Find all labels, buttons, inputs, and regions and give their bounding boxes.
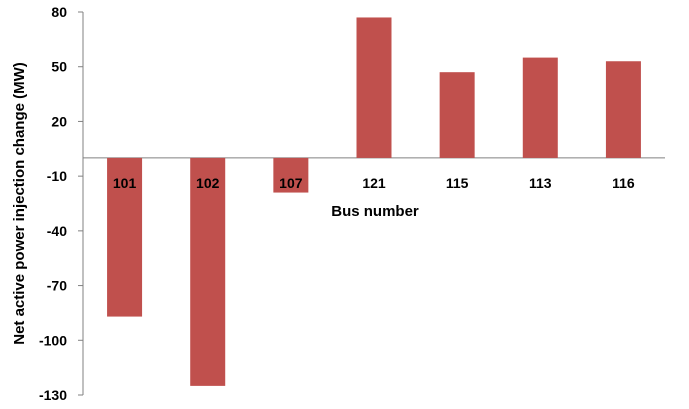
y-ticks-group: 80 50 20 -10 -40 -70 -100 -130 bbox=[39, 4, 83, 403]
bar-115 bbox=[440, 72, 475, 158]
bar-113 bbox=[523, 58, 558, 158]
category-label-101: 101 bbox=[113, 175, 137, 191]
bar-116 bbox=[606, 61, 641, 158]
category-label-121: 121 bbox=[362, 175, 386, 191]
y-axis-title: Net active power injection change (MW) bbox=[11, 62, 28, 345]
bar-121 bbox=[357, 17, 392, 157]
category-label-107: 107 bbox=[279, 175, 303, 191]
y-tick-label: -40 bbox=[47, 223, 67, 239]
category-label-102: 102 bbox=[196, 175, 220, 191]
y-tick-label: -100 bbox=[39, 332, 67, 348]
y-tick-label: -70 bbox=[47, 278, 67, 294]
y-tick-label: -130 bbox=[39, 387, 67, 403]
x-axis-title: Bus number bbox=[331, 203, 419, 220]
y-tick-label: -10 bbox=[47, 168, 67, 184]
y-tick-label: 20 bbox=[51, 113, 67, 129]
category-label-113: 113 bbox=[529, 175, 552, 191]
y-tick-label: 50 bbox=[51, 59, 67, 75]
bar-102 bbox=[190, 158, 225, 386]
category-label-116: 116 bbox=[612, 175, 635, 191]
bars-group bbox=[107, 17, 641, 385]
y-tick-label: 80 bbox=[51, 4, 67, 20]
category-label-115: 115 bbox=[446, 175, 469, 191]
